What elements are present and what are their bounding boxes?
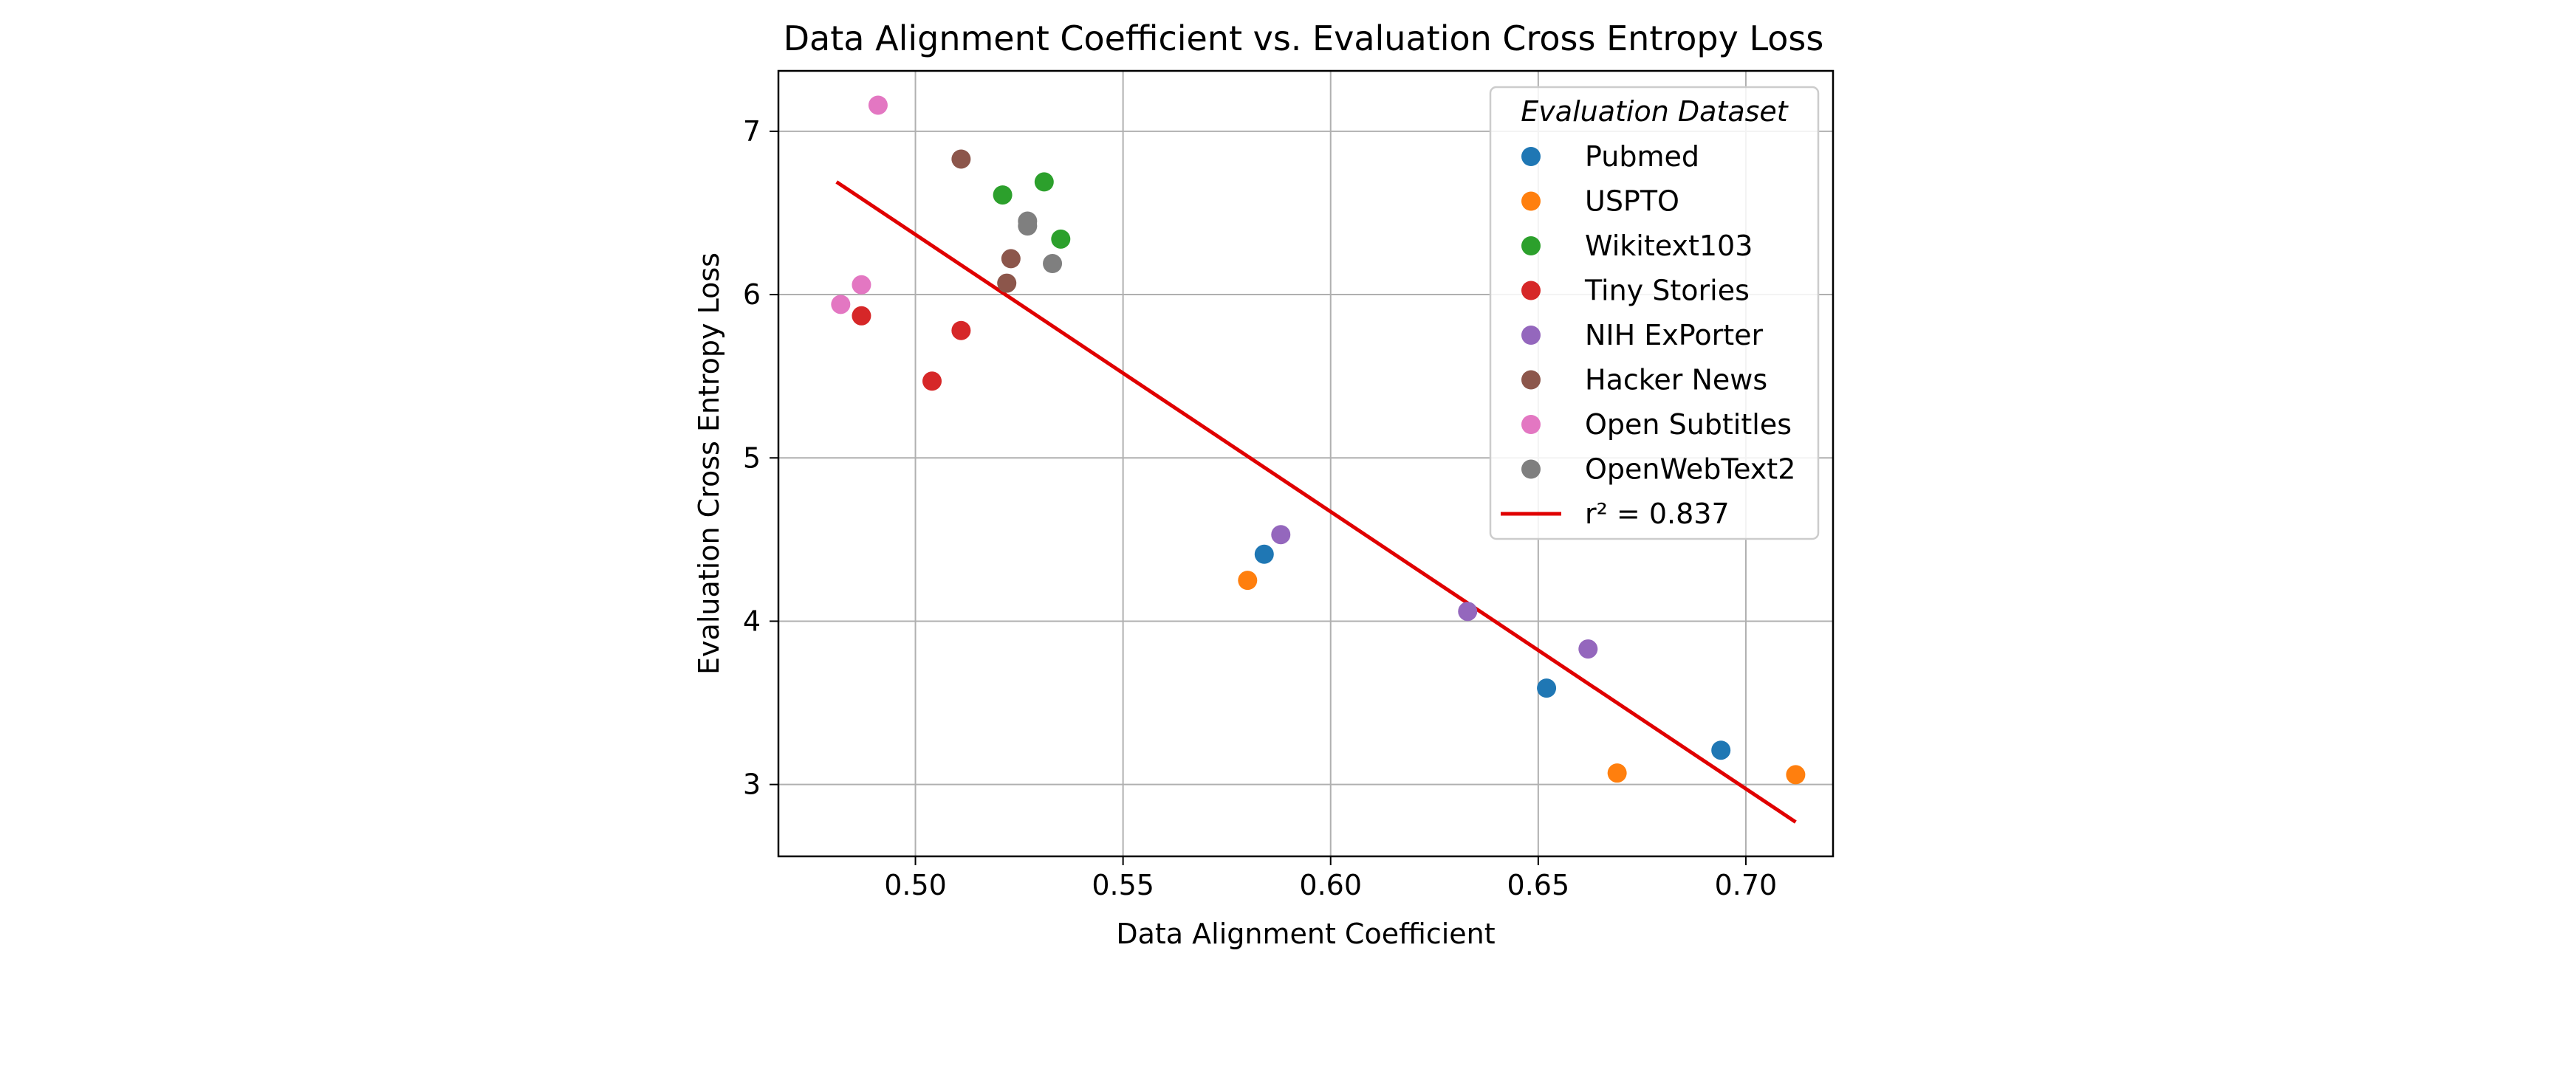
y-tick-label: 5 [743,441,761,474]
legend-marker-wikitext103 [1521,236,1541,255]
legend-label-pubmed: Pubmed [1585,140,1699,173]
y-tick-label: 4 [743,605,761,637]
data-point-hacker-news [1001,249,1021,269]
x-tick-label: 0.70 [1715,869,1778,901]
chart-title: Data Alignment Coefficient vs. Evaluatio… [784,18,1824,58]
data-point-open-subtitles [852,275,871,295]
plot-frame [777,69,1835,858]
data-point-open-subtitles [831,295,851,314]
legend-label-wikitext103: Wikitext103 [1585,230,1753,262]
legend-label-uspto: USPTO [1585,185,1679,218]
legend-label-tiny-stories: Tiny Stories [1584,275,1750,307]
legend-marker-openwebtext2 [1521,459,1541,479]
data-points-layer [831,95,1806,785]
data-point-wikitext103 [1051,229,1071,249]
data-point-uspto [1786,765,1806,785]
data-point-wikitext103 [1034,172,1054,192]
data-point-tiny-stories [852,306,871,326]
data-point-tiny-stories [951,320,971,340]
data-point-uspto [1238,571,1258,591]
legend-frame [1489,86,1820,540]
legend-label-hacker-news: Hacker News [1585,364,1767,396]
data-point-uspto [1607,763,1627,783]
legend-marker-nih-exporter [1521,326,1541,345]
legend-label-regression-line: r² = 0.837 [1585,498,1730,530]
data-point-wikitext103 [993,185,1013,205]
legend-marker-open-subtitles [1521,415,1541,434]
data-point-pubmed [1711,740,1731,760]
data-point-pubmed [1537,678,1557,698]
data-point-hacker-news [997,273,1017,293]
y-tick-label: 6 [743,278,761,311]
legend-marker-tiny-stories [1521,281,1541,300]
legend-marker-hacker-news [1521,370,1541,390]
x-axis-label: Data Alignment Coefficient [1116,918,1495,950]
data-point-nih-exporter [1578,639,1598,659]
data-point-nih-exporter [1458,602,1478,622]
legend: Evaluation Dataset Pubmed USPTO Wikitext10… [1489,86,1820,540]
legend-title: Evaluation Dataset [1521,95,1789,128]
data-point-open-subtitles [868,95,888,115]
y-axis-ticks: 3 4 5 6 7 [743,115,778,801]
data-point-pubmed [1254,544,1274,564]
regression-line-layer [835,180,1797,824]
y-tick-label: 7 [743,115,761,148]
y-tick-label: 3 [743,768,761,801]
x-tick-label: 0.55 [1092,869,1154,901]
data-point-tiny-stories [922,371,942,391]
legend-label-open-subtitles: Open Subtitles [1585,408,1792,441]
data-point-nih-exporter [1271,525,1291,545]
x-tick-label: 0.60 [1299,869,1362,901]
x-tick-label: 0.50 [884,869,947,901]
y-axis-label: Evaluation Cross Entropy Loss [693,252,725,675]
data-point-hacker-news [951,149,971,169]
legend-marker-uspto [1521,191,1541,211]
x-axis-ticks: 0.50 0.55 0.60 0.65 0.70 [884,856,1777,901]
legend-marker-pubmed [1521,147,1541,166]
legend-label-openwebtext2: OpenWebText2 [1585,453,1795,486]
data-point-openwebtext2 [1018,216,1038,236]
legend-label-nih-exporter: NIH ExPorter [1585,319,1763,351]
data-point-openwebtext2 [1043,254,1063,274]
x-tick-label: 0.65 [1507,869,1570,901]
regression-line [835,180,1797,824]
